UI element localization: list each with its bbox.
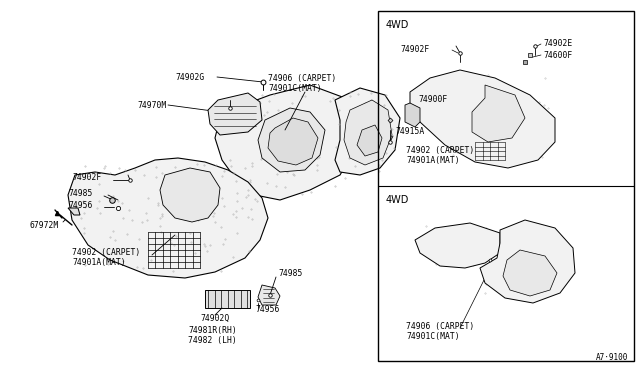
Polygon shape <box>472 85 525 142</box>
Text: 74902G: 74902G <box>175 73 204 81</box>
Polygon shape <box>503 250 557 296</box>
Text: 74901C(MAT): 74901C(MAT) <box>268 83 322 93</box>
Text: 74982 (LH): 74982 (LH) <box>188 336 237 344</box>
Text: 74915A: 74915A <box>395 128 424 137</box>
Text: 74981R(RH): 74981R(RH) <box>188 326 237 334</box>
Polygon shape <box>344 100 392 165</box>
Polygon shape <box>215 85 360 200</box>
Text: 74906 (CARPET): 74906 (CARPET) <box>406 321 474 330</box>
Polygon shape <box>205 290 250 308</box>
Text: 74901C(MAT): 74901C(MAT) <box>406 331 460 340</box>
Text: 74985: 74985 <box>278 269 302 278</box>
Text: 4WD: 4WD <box>386 20 410 30</box>
Text: 74956: 74956 <box>255 305 280 314</box>
Text: 74901A(MAT): 74901A(MAT) <box>72 257 125 266</box>
Text: 74900F: 74900F <box>418 96 447 105</box>
Polygon shape <box>160 168 220 222</box>
Text: 74985: 74985 <box>68 189 92 198</box>
Text: 74902E: 74902E <box>543 39 572 48</box>
Text: 74902 (CARPET): 74902 (CARPET) <box>406 145 474 154</box>
Text: A7·9100: A7·9100 <box>596 353 628 362</box>
Polygon shape <box>415 223 500 268</box>
Polygon shape <box>357 125 382 156</box>
Polygon shape <box>268 118 318 165</box>
Text: 74956: 74956 <box>68 201 92 209</box>
Text: 4WD: 4WD <box>386 195 410 205</box>
Polygon shape <box>405 103 420 127</box>
Text: 74902 (CARPET): 74902 (CARPET) <box>72 247 140 257</box>
Polygon shape <box>335 88 400 175</box>
Text: 74901A(MAT): 74901A(MAT) <box>406 155 460 164</box>
Text: 74902F: 74902F <box>400 45 429 55</box>
Text: 74902Q: 74902Q <box>200 314 229 323</box>
Bar <box>378 11 634 361</box>
Text: 67972M: 67972M <box>30 221 60 230</box>
Text: 74906 (CARPET): 74906 (CARPET) <box>268 74 336 83</box>
Text: 74600F: 74600F <box>543 51 572 60</box>
Polygon shape <box>258 108 325 172</box>
Text: 74970M: 74970M <box>138 100 167 109</box>
Polygon shape <box>410 70 555 168</box>
Polygon shape <box>208 93 262 135</box>
Polygon shape <box>68 158 268 278</box>
Polygon shape <box>258 285 280 305</box>
Polygon shape <box>68 208 80 215</box>
Polygon shape <box>480 220 575 303</box>
Text: 74902F: 74902F <box>72 173 101 183</box>
